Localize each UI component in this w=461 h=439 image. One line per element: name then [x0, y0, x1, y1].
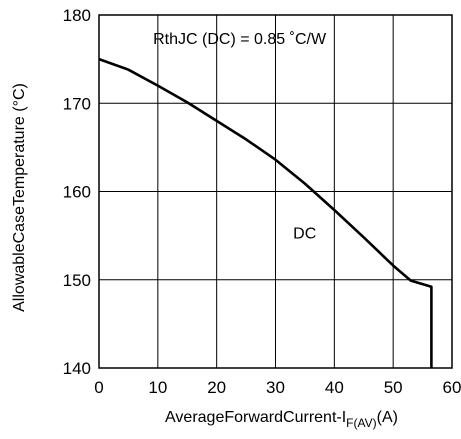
y-tick-label: 180: [63, 6, 91, 25]
x-tick-label: 20: [207, 378, 226, 397]
y-tick-labels: 140 150 160 170 180: [63, 6, 91, 378]
curve-label-dc: DC: [293, 225, 316, 242]
plot-frame: [98, 14, 453, 369]
x-axis-title-unit: (A): [377, 409, 398, 426]
grid: [99, 15, 452, 368]
x-tick-label: 10: [148, 378, 167, 397]
x-tick-label: 0: [94, 378, 103, 397]
x-axis-title-subscript: F(AV): [346, 416, 376, 430]
y-tick-label: 160: [63, 183, 91, 202]
y-tick-label: 170: [63, 94, 91, 113]
x-tick-labels: 0 10 20 30 40 50 60: [94, 378, 461, 397]
x-axis-title-main: AverageForwardCurrent-I: [165, 409, 346, 426]
y-axis-title: AllowableCaseTemperature (°C): [11, 83, 28, 312]
y-tick-label: 140: [63, 359, 91, 378]
rth-annotation: RthJC (DC) = 0.85 ˚C/W: [153, 31, 327, 48]
x-tick-label: 50: [384, 378, 403, 397]
x-tick-label: 60: [443, 378, 461, 397]
series-line-dc: [98, 57, 433, 368]
x-axis-title: AverageForwardCurrent-IF(AV)(A): [165, 409, 398, 430]
x-tick-label: 30: [266, 378, 285, 397]
x-tick-label: 40: [325, 378, 344, 397]
y-tick-label: 150: [63, 271, 91, 290]
series-layer: [98, 57, 433, 368]
